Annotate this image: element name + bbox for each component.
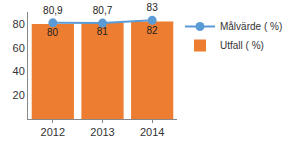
svg-text:2012: 2012 — [41, 126, 65, 138]
svg-text:2014: 2014 — [140, 126, 164, 138]
svg-text:81: 81 — [97, 26, 109, 37]
svg-text:80: 80 — [47, 27, 59, 38]
svg-text:60: 60 — [13, 42, 25, 54]
svg-text:80,9: 80,9 — [43, 5, 63, 16]
svg-text:83: 83 — [147, 2, 159, 13]
svg-text:2013: 2013 — [90, 126, 114, 138]
svg-text:Utfall ( %): Utfall ( %) — [220, 40, 264, 51]
svg-text:20: 20 — [13, 89, 25, 101]
svg-text:80: 80 — [13, 18, 25, 30]
svg-text:80,7: 80,7 — [93, 5, 113, 16]
svg-text:82: 82 — [146, 25, 158, 36]
svg-text:40: 40 — [13, 65, 25, 77]
svg-text:Målvärde ( %): Målvärde ( %) — [220, 21, 282, 32]
